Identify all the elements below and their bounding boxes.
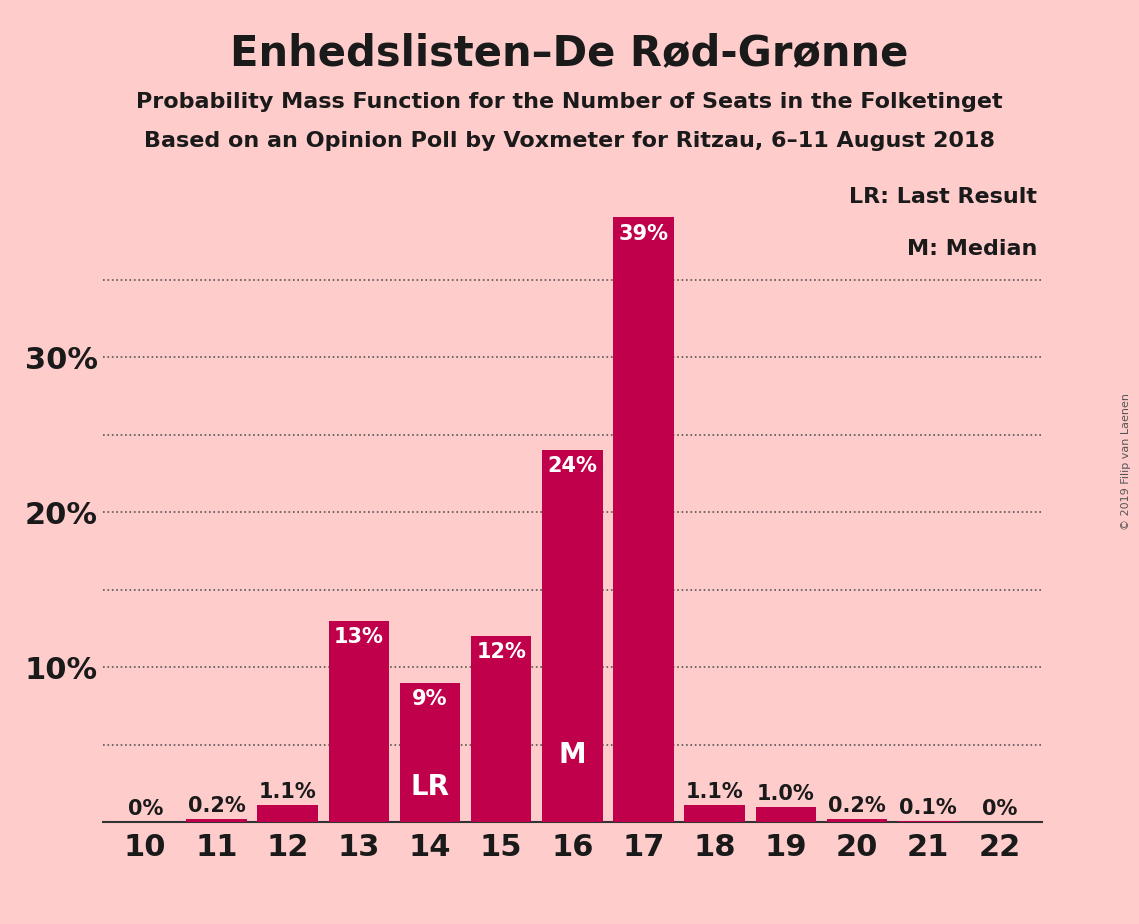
- Bar: [542, 450, 603, 822]
- Bar: [328, 621, 390, 822]
- Text: 0%: 0%: [982, 799, 1017, 820]
- Text: 24%: 24%: [548, 456, 597, 477]
- Text: 0.2%: 0.2%: [828, 796, 886, 816]
- Text: 13%: 13%: [334, 627, 384, 647]
- Text: LR: Last Result: LR: Last Result: [850, 188, 1038, 207]
- Text: 1.1%: 1.1%: [686, 783, 744, 802]
- Text: Enhedslisten–De Rød-Grønne: Enhedslisten–De Rød-Grønne: [230, 32, 909, 74]
- Text: 39%: 39%: [618, 224, 669, 244]
- Bar: [186, 820, 247, 822]
- Bar: [470, 637, 532, 822]
- Text: 0.1%: 0.1%: [900, 797, 957, 818]
- Bar: [257, 806, 318, 822]
- Text: 1.0%: 1.0%: [757, 784, 814, 804]
- Text: Based on an Opinion Poll by Voxmeter for Ritzau, 6–11 August 2018: Based on an Opinion Poll by Voxmeter for…: [144, 131, 995, 152]
- Text: 1.1%: 1.1%: [259, 783, 317, 802]
- Text: 0.2%: 0.2%: [188, 796, 245, 816]
- Text: 0%: 0%: [128, 799, 163, 820]
- Bar: [685, 806, 745, 822]
- Text: M: M: [558, 741, 587, 770]
- Bar: [613, 217, 674, 822]
- Text: M: Median: M: Median: [907, 239, 1038, 260]
- Text: 9%: 9%: [412, 689, 448, 709]
- Bar: [755, 807, 817, 822]
- Bar: [827, 820, 887, 822]
- Text: Probability Mass Function for the Number of Seats in the Folketinget: Probability Mass Function for the Number…: [137, 92, 1002, 113]
- Text: LR: LR: [410, 773, 450, 801]
- Bar: [400, 683, 460, 822]
- Text: © 2019 Filip van Laenen: © 2019 Filip van Laenen: [1121, 394, 1131, 530]
- Text: 12%: 12%: [476, 642, 526, 663]
- Bar: [898, 821, 959, 822]
